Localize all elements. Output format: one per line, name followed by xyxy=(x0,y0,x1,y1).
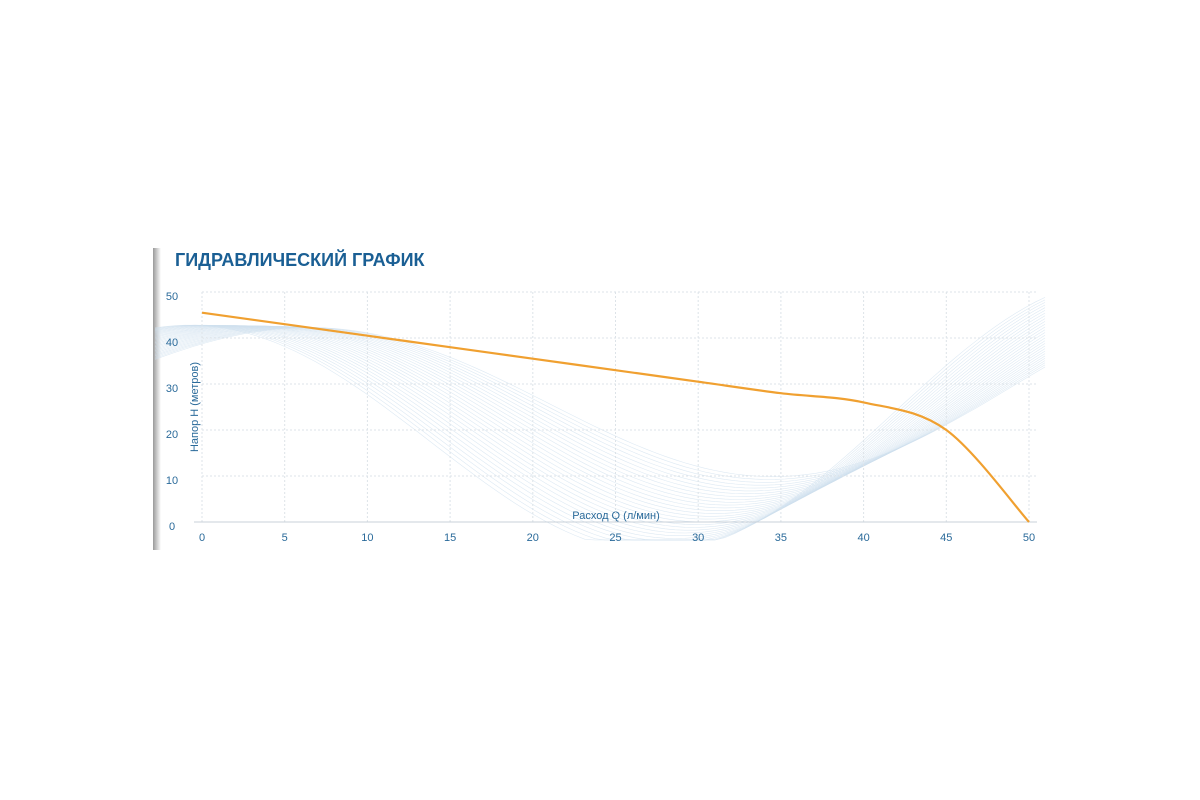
y-tick-label: 0 xyxy=(169,521,175,533)
decor-wave xyxy=(154,297,1046,541)
x-axis-label: Расход Q (л/мин) xyxy=(572,510,660,522)
decor-wave xyxy=(154,318,1046,531)
x-tick-label: 10 xyxy=(361,532,373,544)
x-tick-label: 50 xyxy=(1023,532,1035,544)
background-waves xyxy=(154,297,1046,541)
decor-wave xyxy=(154,326,1046,489)
y-axis-label: Напор H (метров) xyxy=(189,362,201,452)
decor-wave xyxy=(154,310,1046,539)
decor-wave xyxy=(154,325,1046,511)
y-tick-label: 40 xyxy=(166,337,178,349)
x-tick-label: 15 xyxy=(444,532,456,544)
decor-wave xyxy=(154,325,1046,517)
y-tick-label: 20 xyxy=(166,429,178,441)
decor-wave xyxy=(154,325,1046,514)
decor-wave xyxy=(154,307,1046,541)
side-bar xyxy=(153,248,161,550)
line xyxy=(201,311,1030,523)
x-tick-label: 0 xyxy=(199,532,205,544)
decor-wave xyxy=(154,325,1046,506)
decor-wave xyxy=(154,326,1046,495)
decor-wave xyxy=(154,327,1046,477)
x-tick-label: 25 xyxy=(609,532,621,544)
decor-wave xyxy=(154,315,1046,534)
y-tick-label: 50 xyxy=(166,291,178,303)
decor-wave xyxy=(154,326,1046,500)
decor-wave xyxy=(154,326,1046,483)
x-tick-label: 30 xyxy=(692,532,704,544)
decor-wave xyxy=(154,302,1046,541)
decor-wave xyxy=(154,304,1046,541)
x-tick-label: 35 xyxy=(775,532,787,544)
decor-wave xyxy=(154,323,1046,526)
x-tick-label: 5 xyxy=(282,532,288,544)
x-tick-label: 45 xyxy=(940,532,952,544)
decor-wave xyxy=(154,325,1046,520)
decor-wave xyxy=(154,321,1046,528)
decor-wave xyxy=(154,326,1046,480)
decor-wave xyxy=(154,326,1046,503)
y-tick-label: 10 xyxy=(166,475,178,487)
y-tick-label: 30 xyxy=(166,383,178,395)
decor-wave xyxy=(154,325,1046,523)
decor-wave xyxy=(154,299,1046,541)
x-tick-label: 20 xyxy=(527,532,539,544)
x-tick-label: 40 xyxy=(857,532,869,544)
chart-title: ГИДРАВЛИЧЕСКИЙ ГРАФИК xyxy=(175,249,426,270)
decor-wave xyxy=(154,312,1046,536)
